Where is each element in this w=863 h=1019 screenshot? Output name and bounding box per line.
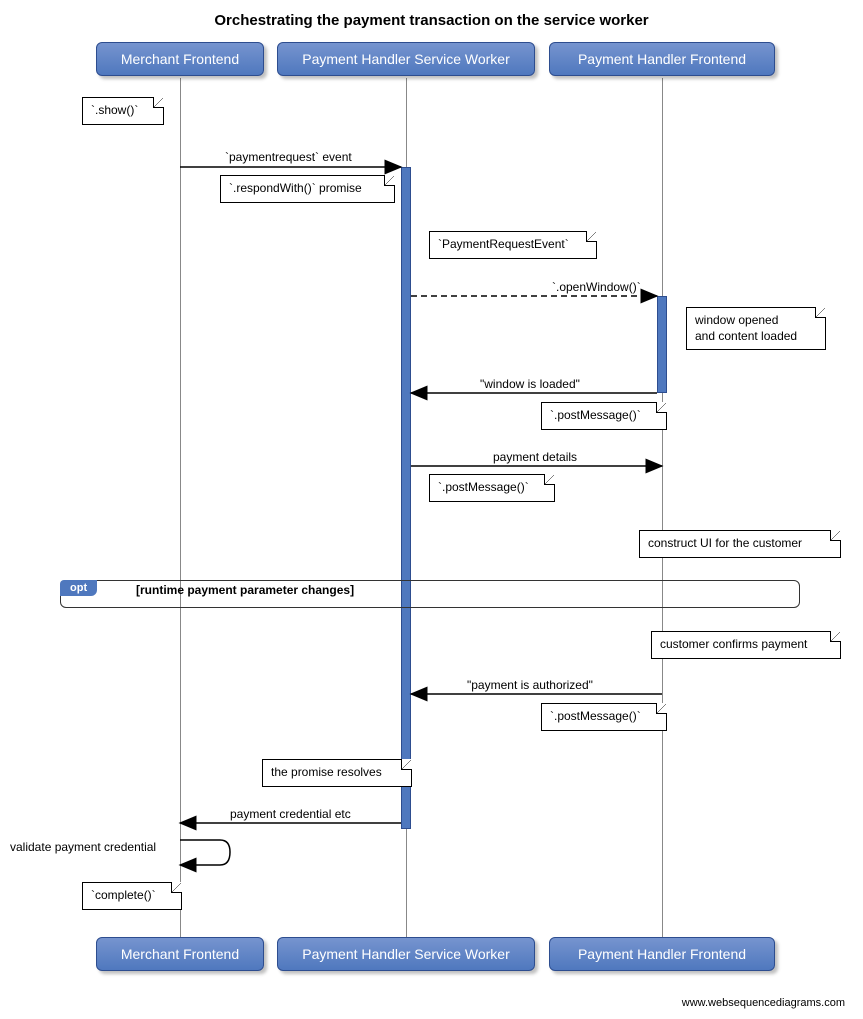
opt-condition: [runtime payment parameter changes] [136,583,354,597]
note-paymentrequestevent: `PaymentRequestEvent` [429,231,597,259]
msg-window-loaded: "window is loaded" [480,377,580,391]
note-postmessage-2: `.postMessage()` [429,474,555,502]
msg-openwindow: `.openWindow()` [552,280,641,294]
opt-fragment: opt [runtime payment parameter changes] [60,580,800,608]
note-window-opened: window opened and content loaded [686,307,826,350]
msg-validate-credential: validate payment credential [10,840,156,854]
opt-tag: opt [60,580,97,596]
msg-paymentrequest: `paymentrequest` event [225,150,352,164]
arrows-layer [0,0,863,1019]
participant-sw-top: Payment Handler Service Worker [277,42,535,76]
note-text: window opened and content loaded [695,313,797,343]
note-complete: `complete()` [82,882,182,910]
participant-merchant-top: Merchant Frontend [96,42,264,76]
msg-payment-authorized: "payment is authorized" [467,678,593,692]
participant-frontend-top: Payment Handler Frontend [549,42,775,76]
activation-frontend [657,296,667,393]
footer-attribution: www.websequencediagrams.com [682,997,845,1009]
note-postmessage-1: `.postMessage()` [541,402,667,430]
participant-sw-bottom: Payment Handler Service Worker [277,937,535,971]
note-respondwith: `.respondWith()` promise [220,175,395,203]
activation-sw [401,167,411,829]
lifeline-frontend [662,78,663,937]
msg-payment-details: payment details [493,450,577,464]
note-promise-resolves: the promise resolves [262,759,412,787]
msg-payment-credential: payment credential etc [230,807,351,821]
note-construct-ui: construct UI for the customer [639,530,841,558]
participant-frontend-bottom: Payment Handler Frontend [549,937,775,971]
lifeline-merchant [180,78,181,937]
participant-merchant-bottom: Merchant Frontend [96,937,264,971]
note-show: `.show()` [82,97,164,125]
diagram-title: Orchestrating the payment transaction on… [0,12,863,29]
note-confirm: customer confirms payment [651,631,841,659]
note-postmessage-3: `.postMessage()` [541,703,667,731]
